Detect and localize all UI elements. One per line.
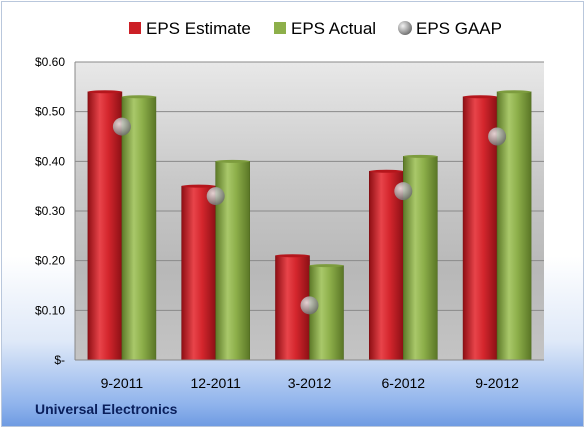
eps-chart: EPS Estimate EPS Actual EPS GAAP $- $0.10… bbox=[35, 19, 544, 391]
estimate-bar-cap bbox=[275, 254, 310, 258]
legend: EPS Estimate EPS Actual EPS GAAP bbox=[129, 19, 502, 38]
y-tick-label: $0.10 bbox=[35, 303, 65, 317]
y-tick-label: $- bbox=[54, 353, 65, 367]
actual-bar-cap bbox=[309, 264, 344, 268]
actual-bar bbox=[121, 96, 157, 361]
bars bbox=[87, 90, 532, 361]
y-tick-label: $0.40 bbox=[35, 154, 65, 168]
estimate-bar-cap bbox=[463, 95, 498, 99]
gaap-point bbox=[206, 187, 225, 206]
legend-estimate-swatch bbox=[129, 22, 141, 34]
actual-bar-cap bbox=[215, 159, 250, 163]
gaap-point bbox=[300, 296, 319, 315]
estimate-bar-cap bbox=[181, 184, 216, 188]
x-tick-label: 6-2012 bbox=[382, 375, 426, 391]
gaap-points bbox=[112, 117, 507, 315]
y-tick-label: $0.30 bbox=[35, 204, 65, 218]
estimate-bar bbox=[368, 170, 404, 361]
estimate-bar bbox=[181, 185, 216, 361]
legend-gaap-label: EPS GAAP bbox=[416, 19, 502, 38]
actual-bar bbox=[309, 265, 344, 361]
y-axis-ticks: $- $0.10 $0.20 $0.30 $0.40 $0.50 $0.60 bbox=[35, 55, 65, 367]
actual-bar-cap bbox=[403, 154, 438, 158]
x-tick-label: 12-2011 bbox=[191, 375, 242, 391]
y-tick-label: $0.50 bbox=[35, 105, 65, 119]
actual-bar-cap bbox=[497, 90, 532, 94]
estimate-bar-cap bbox=[87, 90, 122, 94]
company-name: Universal Electronics bbox=[35, 401, 178, 417]
legend-gaap-swatch bbox=[398, 21, 412, 35]
y-tick-label: $0.60 bbox=[35, 55, 65, 69]
legend-estimate-label: EPS Estimate bbox=[146, 19, 251, 38]
x-tick-label: 9-2012 bbox=[475, 375, 519, 391]
gaap-point bbox=[394, 182, 413, 201]
x-tick-label: 9-2011 bbox=[101, 375, 144, 391]
actual-bar-cap bbox=[121, 95, 156, 99]
gaap-point bbox=[112, 117, 131, 136]
y-tick-label: $0.20 bbox=[35, 254, 65, 268]
x-tick-label: 3-2012 bbox=[288, 375, 332, 391]
estimate-bar-cap bbox=[369, 169, 404, 173]
gaap-point bbox=[488, 127, 507, 146]
legend-actual-swatch bbox=[274, 22, 286, 34]
legend-actual-label: EPS Actual bbox=[291, 19, 376, 38]
x-axis-ticks: 9-2011 12-2011 3-2012 6-2012 9-2012 bbox=[101, 375, 519, 391]
